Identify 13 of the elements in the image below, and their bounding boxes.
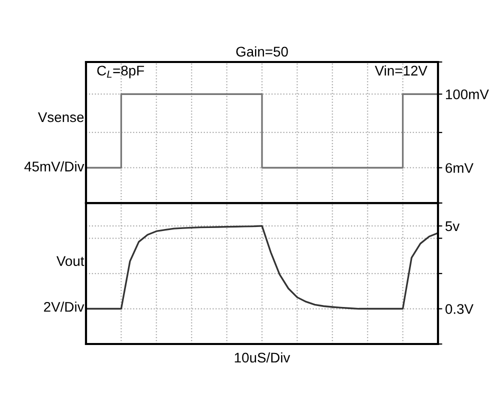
annotation: C$_{L}$=8pF [97,66,144,78]
y-tick-label: 5v [446,221,460,232]
chart-title: Gain=50 [236,46,288,57]
line-series [86,225,438,310]
y-axis-title: Vsense [38,112,84,122]
x-axis-title: 10uS/Div [234,352,290,363]
annotation: Vin=12V [374,65,428,76]
y-tick-label: 0.3V [445,304,474,314]
y-axis-title: Vout [56,256,84,266]
text: 45mV/Div [24,161,84,172]
y-tick-label: 100mV [446,89,489,100]
y-tick-label: 6mV [446,163,474,173]
text: 2V/Div [44,302,84,312]
